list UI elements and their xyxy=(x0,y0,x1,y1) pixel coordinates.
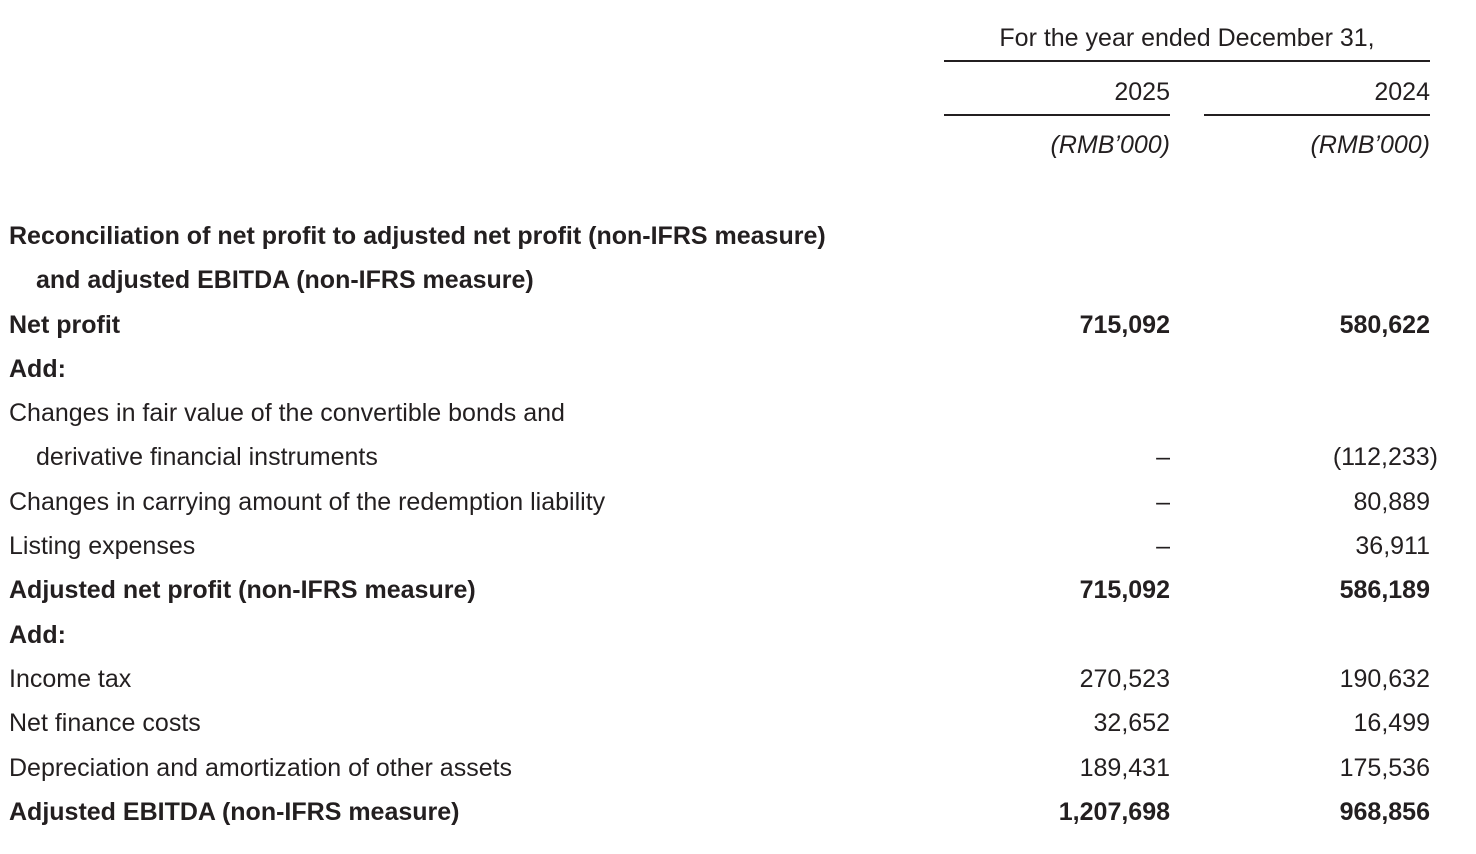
period-header: For the year ended December 31, xyxy=(999,24,1375,52)
table-row: Net profit 715,092 580,622 xyxy=(0,303,1476,347)
value-2025: – xyxy=(1156,532,1170,561)
value-2024: 36,911 xyxy=(1355,532,1430,561)
row-label: Add: xyxy=(9,620,66,649)
value-2024: 80,889 xyxy=(1353,487,1430,516)
value-2025: 715,092 xyxy=(1079,576,1170,605)
value-2025: – xyxy=(1156,443,1170,472)
table-row: Changes in carrying amount of the redemp… xyxy=(0,480,1476,524)
table-row: Add: xyxy=(0,347,1476,391)
value-2024: (112,233) xyxy=(1332,443,1438,472)
table-row: Adjusted net profit (non-IFRS measure) 71… xyxy=(0,568,1476,612)
table-row: Adjusted EBITDA (non-IFRS measure) 1,207,… xyxy=(0,790,1476,834)
unit-label-2024: (RMB’000) xyxy=(1310,131,1430,159)
year-rule-2024 xyxy=(1204,114,1430,116)
row-label: Income tax xyxy=(9,664,132,693)
table-row: Depreciation and amortization of other a… xyxy=(0,746,1476,790)
row-label: Add: xyxy=(9,354,66,383)
row-label: Net finance costs xyxy=(9,709,201,738)
table-row: Changes in fair value of the convertible… xyxy=(0,391,1476,435)
row-label: Changes in fair value of the convertible… xyxy=(9,399,565,428)
value-2024: 16,499 xyxy=(1353,709,1430,738)
header-rule xyxy=(944,60,1430,62)
value-2025: 715,092 xyxy=(1079,310,1170,339)
table-row: derivative financial instruments – (112,23… xyxy=(0,435,1476,479)
value-2025: 270,523 xyxy=(1079,664,1170,693)
row-label: Adjusted net profit (non-IFRS measure) xyxy=(9,576,476,605)
unit-label-2025: (RMB’000) xyxy=(1050,131,1170,159)
table-row: Net finance costs 32,652 16,499 xyxy=(0,701,1476,745)
value-2025: – xyxy=(1156,487,1170,516)
table-row: Reconciliation of net profit to adjusted… xyxy=(0,214,1476,258)
value-2025: 1,207,698 xyxy=(1058,797,1170,826)
reconciliation-table: Reconciliation of net profit to adjusted… xyxy=(0,214,1476,834)
row-label: Changes in carrying amount of the redemp… xyxy=(9,487,606,516)
year-header-2024: 2024 xyxy=(1374,78,1430,106)
row-label: Depreciation and amortization of other a… xyxy=(9,753,513,782)
row-label: Adjusted EBITDA (non-IFRS measure) xyxy=(9,797,460,826)
table-row: Add: xyxy=(0,613,1476,657)
year-rule-2025 xyxy=(944,114,1170,116)
value-2024-cell: (112,233) xyxy=(1204,435,1438,479)
row-label: and adjusted EBITDA (non-IFRS measure) xyxy=(36,266,534,295)
year-header-2025: 2025 xyxy=(1114,78,1170,106)
value-2025: 189,431 xyxy=(1079,753,1170,782)
value-2024: 580,622 xyxy=(1339,310,1430,339)
row-label: Net profit xyxy=(9,310,121,339)
table-row: Income tax 270,523 190,632 xyxy=(0,657,1476,701)
row-label: Reconciliation of net profit to adjusted… xyxy=(9,222,826,250)
value-2024: 968,856 xyxy=(1339,797,1430,826)
value-2024: 190,632 xyxy=(1339,664,1430,693)
table-row: Listing expenses – 36,911 xyxy=(0,524,1476,568)
value-2024: 175,536 xyxy=(1339,753,1430,782)
value-2024: 586,189 xyxy=(1339,576,1430,605)
value-2025: 32,652 xyxy=(1093,709,1170,738)
table-row: and adjusted EBITDA (non-IFRS measure) xyxy=(0,258,1476,302)
row-label: Listing expenses xyxy=(9,532,196,561)
row-label: derivative financial instruments xyxy=(36,443,378,472)
